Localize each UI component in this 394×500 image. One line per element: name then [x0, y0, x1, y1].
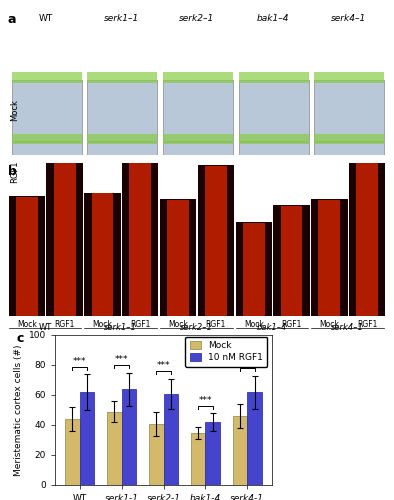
Text: Mock: Mock [168, 320, 188, 328]
Bar [149, 424, 164, 485]
Bar [12, 134, 82, 144]
Bar [239, 142, 309, 203]
Bar [314, 80, 384, 140]
Text: RGF1: RGF1 [130, 320, 151, 328]
Bar [163, 142, 233, 203]
Text: bak1–4: bak1–4 [256, 14, 289, 24]
Bar [163, 72, 233, 83]
Text: Mock: Mock [10, 99, 19, 120]
Bar [314, 134, 384, 144]
Bar [233, 416, 247, 485]
Text: ***: *** [115, 355, 128, 364]
Text: b: b [8, 164, 17, 177]
Text: RGF1: RGF1 [206, 320, 226, 328]
Bar [167, 200, 189, 316]
Bar [349, 161, 385, 316]
Bar [12, 72, 82, 83]
Text: serk4–1: serk4–1 [331, 323, 364, 332]
Bar [247, 392, 262, 485]
Bar [236, 222, 272, 316]
Text: serk1–1: serk1–1 [104, 14, 139, 24]
Bar [80, 392, 94, 485]
Bar [318, 200, 340, 316]
Bar [87, 80, 157, 140]
Bar [9, 196, 45, 316]
Bar [91, 194, 113, 316]
Text: serk2–1: serk2–1 [179, 14, 215, 24]
Text: WT: WT [39, 14, 53, 24]
Bar [205, 422, 220, 485]
Text: serk4–1: serk4–1 [331, 14, 366, 24]
Legend: Mock, 10 nM RGF1: Mock, 10 nM RGF1 [186, 336, 268, 366]
Bar [12, 80, 82, 140]
Bar [65, 419, 80, 485]
Text: ***: *** [73, 357, 86, 366]
Bar [16, 197, 38, 316]
Bar [163, 80, 233, 140]
Bar [281, 206, 303, 316]
Text: RGF1: RGF1 [281, 320, 302, 328]
Text: ***: *** [241, 358, 254, 367]
Bar [164, 394, 178, 485]
Y-axis label: Meristematic cortex cells (#): Meristematic cortex cells (#) [14, 344, 23, 476]
Bar [54, 158, 76, 316]
Bar [273, 204, 310, 316]
Bar [12, 142, 82, 203]
Bar [239, 134, 309, 144]
Bar [87, 142, 157, 203]
Bar [314, 72, 384, 83]
Bar [87, 134, 157, 144]
Bar [191, 432, 205, 485]
Bar [198, 164, 234, 316]
Text: c: c [16, 332, 24, 345]
Bar [311, 200, 348, 316]
Text: Mock: Mock [93, 320, 112, 328]
Text: ***: *** [157, 361, 170, 370]
Text: serk2–1: serk2–1 [180, 323, 213, 332]
Bar [239, 72, 309, 83]
Bar [163, 134, 233, 144]
Bar [122, 389, 136, 485]
Text: bak1–4: bak1–4 [257, 323, 287, 332]
Text: a: a [8, 13, 17, 26]
Text: serk1–1: serk1–1 [104, 323, 137, 332]
Bar [205, 166, 227, 316]
Text: RGF1: RGF1 [54, 320, 75, 328]
Bar [314, 142, 384, 203]
Text: RGF1: RGF1 [10, 160, 19, 182]
Bar [46, 158, 83, 316]
Text: Mock: Mock [244, 320, 264, 328]
Bar [87, 72, 157, 83]
Bar [122, 158, 158, 316]
Text: Mock: Mock [320, 320, 339, 328]
Bar [129, 158, 151, 316]
Text: ***: *** [199, 396, 212, 405]
Bar [356, 162, 378, 316]
Text: WT: WT [38, 323, 52, 332]
Bar [84, 192, 121, 316]
Bar [160, 200, 196, 316]
Text: RGF1: RGF1 [357, 320, 377, 328]
Bar [239, 80, 309, 140]
Bar [243, 223, 265, 316]
Text: Mock: Mock [17, 320, 37, 328]
Bar [107, 412, 122, 485]
